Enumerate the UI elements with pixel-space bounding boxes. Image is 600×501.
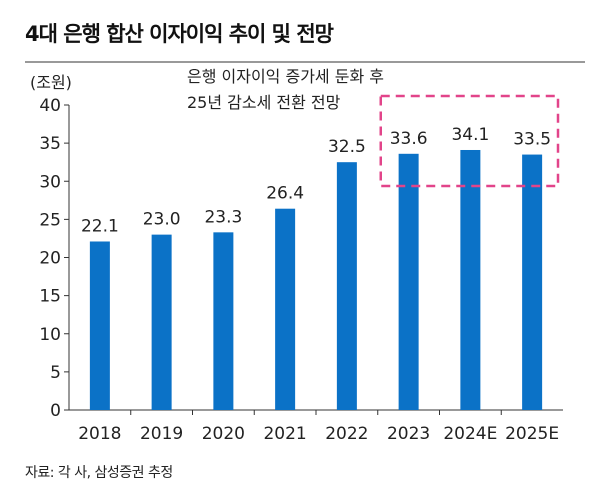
y-tick-label: 10	[39, 325, 61, 345]
bar	[522, 154, 543, 410]
x-tick-label: 2021	[263, 424, 306, 444]
y-tick-label: 20	[39, 249, 61, 269]
data-label: 34.1	[451, 125, 489, 145]
source-note: 자료: 각 사, 삼성증권 추정	[25, 465, 173, 481]
y-tick-label: 0	[50, 401, 61, 421]
data-label: 33.5	[513, 130, 551, 150]
y-axis-unit: (조원)	[30, 73, 72, 92]
bar	[275, 208, 296, 410]
y-tick-label: 40	[39, 96, 61, 116]
x-tick-label: 2025E	[505, 424, 559, 444]
chart-title: 4대 은행 합산 이자이익 추이 및 전망	[25, 22, 334, 46]
bar	[89, 241, 110, 410]
data-label: 26.4	[266, 184, 304, 204]
y-tick-label: 35	[39, 134, 61, 154]
y-tick-label: 5	[50, 363, 61, 383]
y-tick-label: 15	[39, 287, 61, 307]
annotation-text: 은행 이자이익 증가세 둔화 후	[187, 67, 384, 86]
x-tick-label: 2022	[325, 424, 368, 444]
x-tick-label: 2018	[78, 424, 121, 444]
bar	[151, 234, 172, 410]
y-tick-label: 30	[39, 172, 61, 192]
bar	[398, 153, 419, 411]
data-label: 23.0	[143, 210, 181, 230]
data-label: 23.3	[204, 207, 242, 227]
bar	[336, 162, 357, 410]
x-tick-label: 2024E	[443, 424, 497, 444]
x-tick-label: 2023	[387, 424, 430, 444]
annotation-text: 25년 감소세 전환 전망	[187, 93, 341, 112]
y-tick-label: 25	[39, 210, 61, 230]
x-tick-label: 2020	[202, 424, 245, 444]
data-label: 32.5	[328, 137, 366, 157]
bar	[460, 149, 481, 411]
title-divider	[25, 61, 585, 63]
bar	[213, 232, 234, 410]
x-tick-label: 2019	[140, 424, 183, 444]
data-label: 22.1	[81, 216, 119, 236]
data-label: 33.6	[390, 129, 428, 149]
